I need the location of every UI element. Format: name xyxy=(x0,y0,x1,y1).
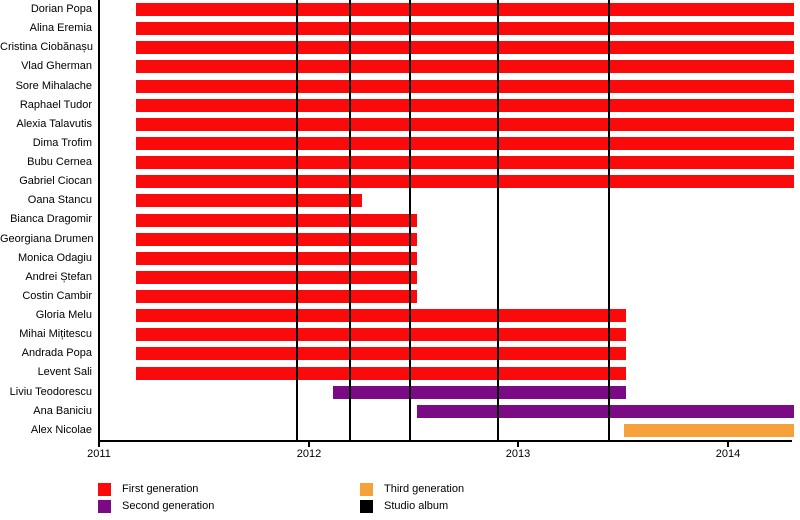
member-label: Dima Trofim xyxy=(32,136,92,149)
legend-label: Studio album xyxy=(384,500,449,512)
member-bar xyxy=(333,386,626,399)
member-label: Gloria Melu xyxy=(35,309,92,322)
x-axis-tick-label: 2013 xyxy=(505,448,531,460)
member-label: Georgiana Drumen xyxy=(0,232,94,245)
member-label: Bubu Cernea xyxy=(27,156,92,169)
member-bar xyxy=(136,137,794,150)
member-label: Gabriel Ciocan xyxy=(19,175,92,188)
studio-album-line xyxy=(608,0,610,440)
member-bar xyxy=(136,367,626,380)
legend-swatch-third xyxy=(360,483,373,496)
studio-album-line xyxy=(349,0,351,440)
member-bar xyxy=(136,41,794,54)
member-label: Dorian Popa xyxy=(30,3,92,15)
legend-swatch-first xyxy=(98,483,111,496)
member-label: Alina Eremia xyxy=(29,22,92,35)
legend-label: First generation xyxy=(122,483,199,495)
legend-label: Third generation xyxy=(384,483,465,495)
member-bar xyxy=(136,271,417,284)
member-bar xyxy=(136,290,417,303)
member-bar xyxy=(136,60,794,73)
member-label: Alexia Talavutis xyxy=(16,117,92,130)
member-label: Oana Stancu xyxy=(27,194,92,207)
member-label: Bianca Dragomir xyxy=(10,213,92,226)
member-bar xyxy=(136,3,794,16)
member-label: Costin Cambir xyxy=(22,289,92,302)
member-label: Monica Odagiu xyxy=(18,251,92,264)
studio-album-line xyxy=(296,0,298,440)
plot-area xyxy=(98,0,794,442)
member-bar xyxy=(136,328,626,341)
member-bar xyxy=(136,252,417,265)
x-axis-tick xyxy=(517,442,519,447)
member-bar xyxy=(136,118,794,131)
studio-album-line xyxy=(409,0,411,440)
member-label: Vlad Gherman xyxy=(21,60,92,73)
member-bar xyxy=(136,214,417,227)
member-bar xyxy=(136,80,794,93)
member-bar xyxy=(136,156,794,169)
member-label: Andrei Ștefan xyxy=(25,270,92,283)
legend-swatch-second xyxy=(98,500,111,513)
legend-swatch-studio_album xyxy=(360,500,373,513)
member-label: Mihai Mițitescu xyxy=(19,328,92,341)
member-label: Sore Mihalache xyxy=(15,79,92,92)
member-label: Andrada Popa xyxy=(21,347,92,360)
member-bar xyxy=(136,22,794,35)
member-bar xyxy=(136,194,362,207)
member-bar xyxy=(136,175,794,188)
member-label: Levent Sali xyxy=(37,366,92,379)
member-bar xyxy=(624,424,794,437)
legend-label: Second generation xyxy=(122,500,215,512)
member-bar xyxy=(136,347,626,360)
member-label: Ana Baniciu xyxy=(33,404,92,417)
member-label: Liviu Teodorescu xyxy=(9,385,92,398)
studio-album-line xyxy=(497,0,499,440)
member-bar xyxy=(417,405,794,418)
member-label: Alex Nicolae xyxy=(30,423,92,436)
member-label: Cristina Ciobănașu xyxy=(0,41,93,54)
x-axis-tick-label: 2012 xyxy=(296,448,322,460)
x-axis-tick xyxy=(98,442,100,447)
x-axis-tick-label: 2011 xyxy=(87,448,111,460)
member-bar xyxy=(136,99,794,112)
x-axis-tick-label: 2014 xyxy=(715,448,741,460)
member-bar xyxy=(136,233,417,246)
member-label: Raphael Tudor xyxy=(19,98,92,111)
x-axis-tick xyxy=(727,442,729,447)
member-bar xyxy=(136,309,626,322)
x-axis-tick xyxy=(308,442,310,447)
